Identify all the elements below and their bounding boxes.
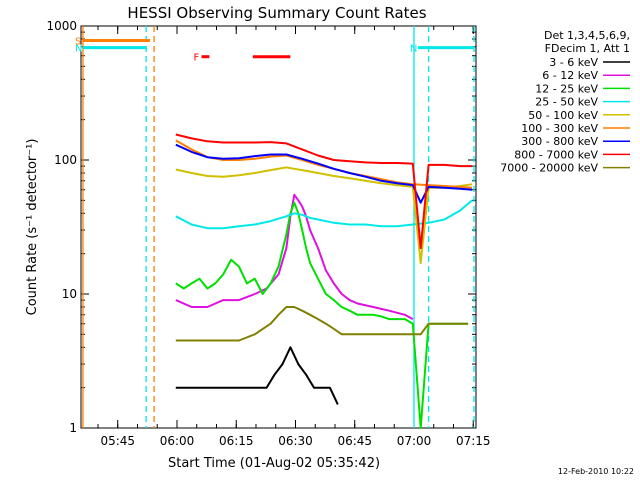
- series-line-800-7000-kev: [175, 133, 473, 250]
- legend-header-line-1: Det 1,3,4,5,6,9,: [544, 29, 630, 42]
- legend: Det 1,3,4,5,6,9, FDecim 1, Att 1 3 - 6 k…: [500, 29, 630, 175]
- flag-label: N: [410, 44, 417, 55]
- x-tick-label: 05:45: [100, 434, 135, 448]
- legend-label: 6 - 12 keV: [542, 69, 598, 82]
- legend-label: 3 - 6 keV: [549, 56, 598, 69]
- legend-label: 300 - 800 keV: [521, 135, 598, 148]
- y-tick-label: 100: [54, 153, 77, 167]
- legend-label: 12 - 25 keV: [535, 82, 598, 95]
- x-tick-label: 07:15: [456, 434, 491, 448]
- plot-frame: [80, 25, 477, 429]
- x-tick-label: 06:15: [219, 434, 254, 448]
- legend-label: 800 - 7000 keV: [514, 148, 598, 161]
- y-axis-label: Count Rate (s⁻¹ detector⁻¹): [25, 139, 40, 316]
- y-tick-label: 10: [62, 287, 77, 301]
- y-tick-label: 1: [69, 421, 77, 435]
- series-line-3-6-kev: [175, 346, 339, 405]
- x-axis-label: Start Time (01-Aug-02 05:35:42): [168, 456, 380, 471]
- legend-label: 7000 - 20000 keV: [500, 162, 598, 175]
- x-tick-label: 07:00: [397, 434, 432, 448]
- legend-label: 100 - 300 keV: [521, 122, 598, 135]
- series-line-50-100-kev: [175, 166, 473, 265]
- chart-title: HESSI Observing Summary Count Rates: [127, 4, 426, 22]
- footer-date: 12-Feb-2010 10:22: [558, 467, 634, 476]
- flag-label: S: [75, 36, 81, 47]
- x-tick-label: 06:00: [160, 434, 195, 448]
- flag-label: F: [193, 53, 199, 64]
- x-tick-label: 06:30: [278, 434, 313, 448]
- series-line-6-12-kev: [175, 193, 414, 320]
- series-line-25-50-kev: [175, 199, 473, 230]
- plot-area: 1 10 100 1000 05:45 06:00 06:15 06:30 06:45 07:00…: [46, 19, 490, 448]
- x-tick-label: 06:45: [337, 434, 372, 448]
- legend-label: 50 - 100 keV: [528, 109, 598, 122]
- series-line-12-25-kev: [175, 201, 469, 429]
- legend-label: 25 - 50 keV: [535, 96, 598, 109]
- flag-label: N: [75, 44, 82, 55]
- legend-header-line-2: FDecim 1, Att 1: [545, 42, 630, 55]
- series-line-7000-20000-kev: [175, 306, 469, 342]
- y-tick-label: 1000: [46, 19, 77, 33]
